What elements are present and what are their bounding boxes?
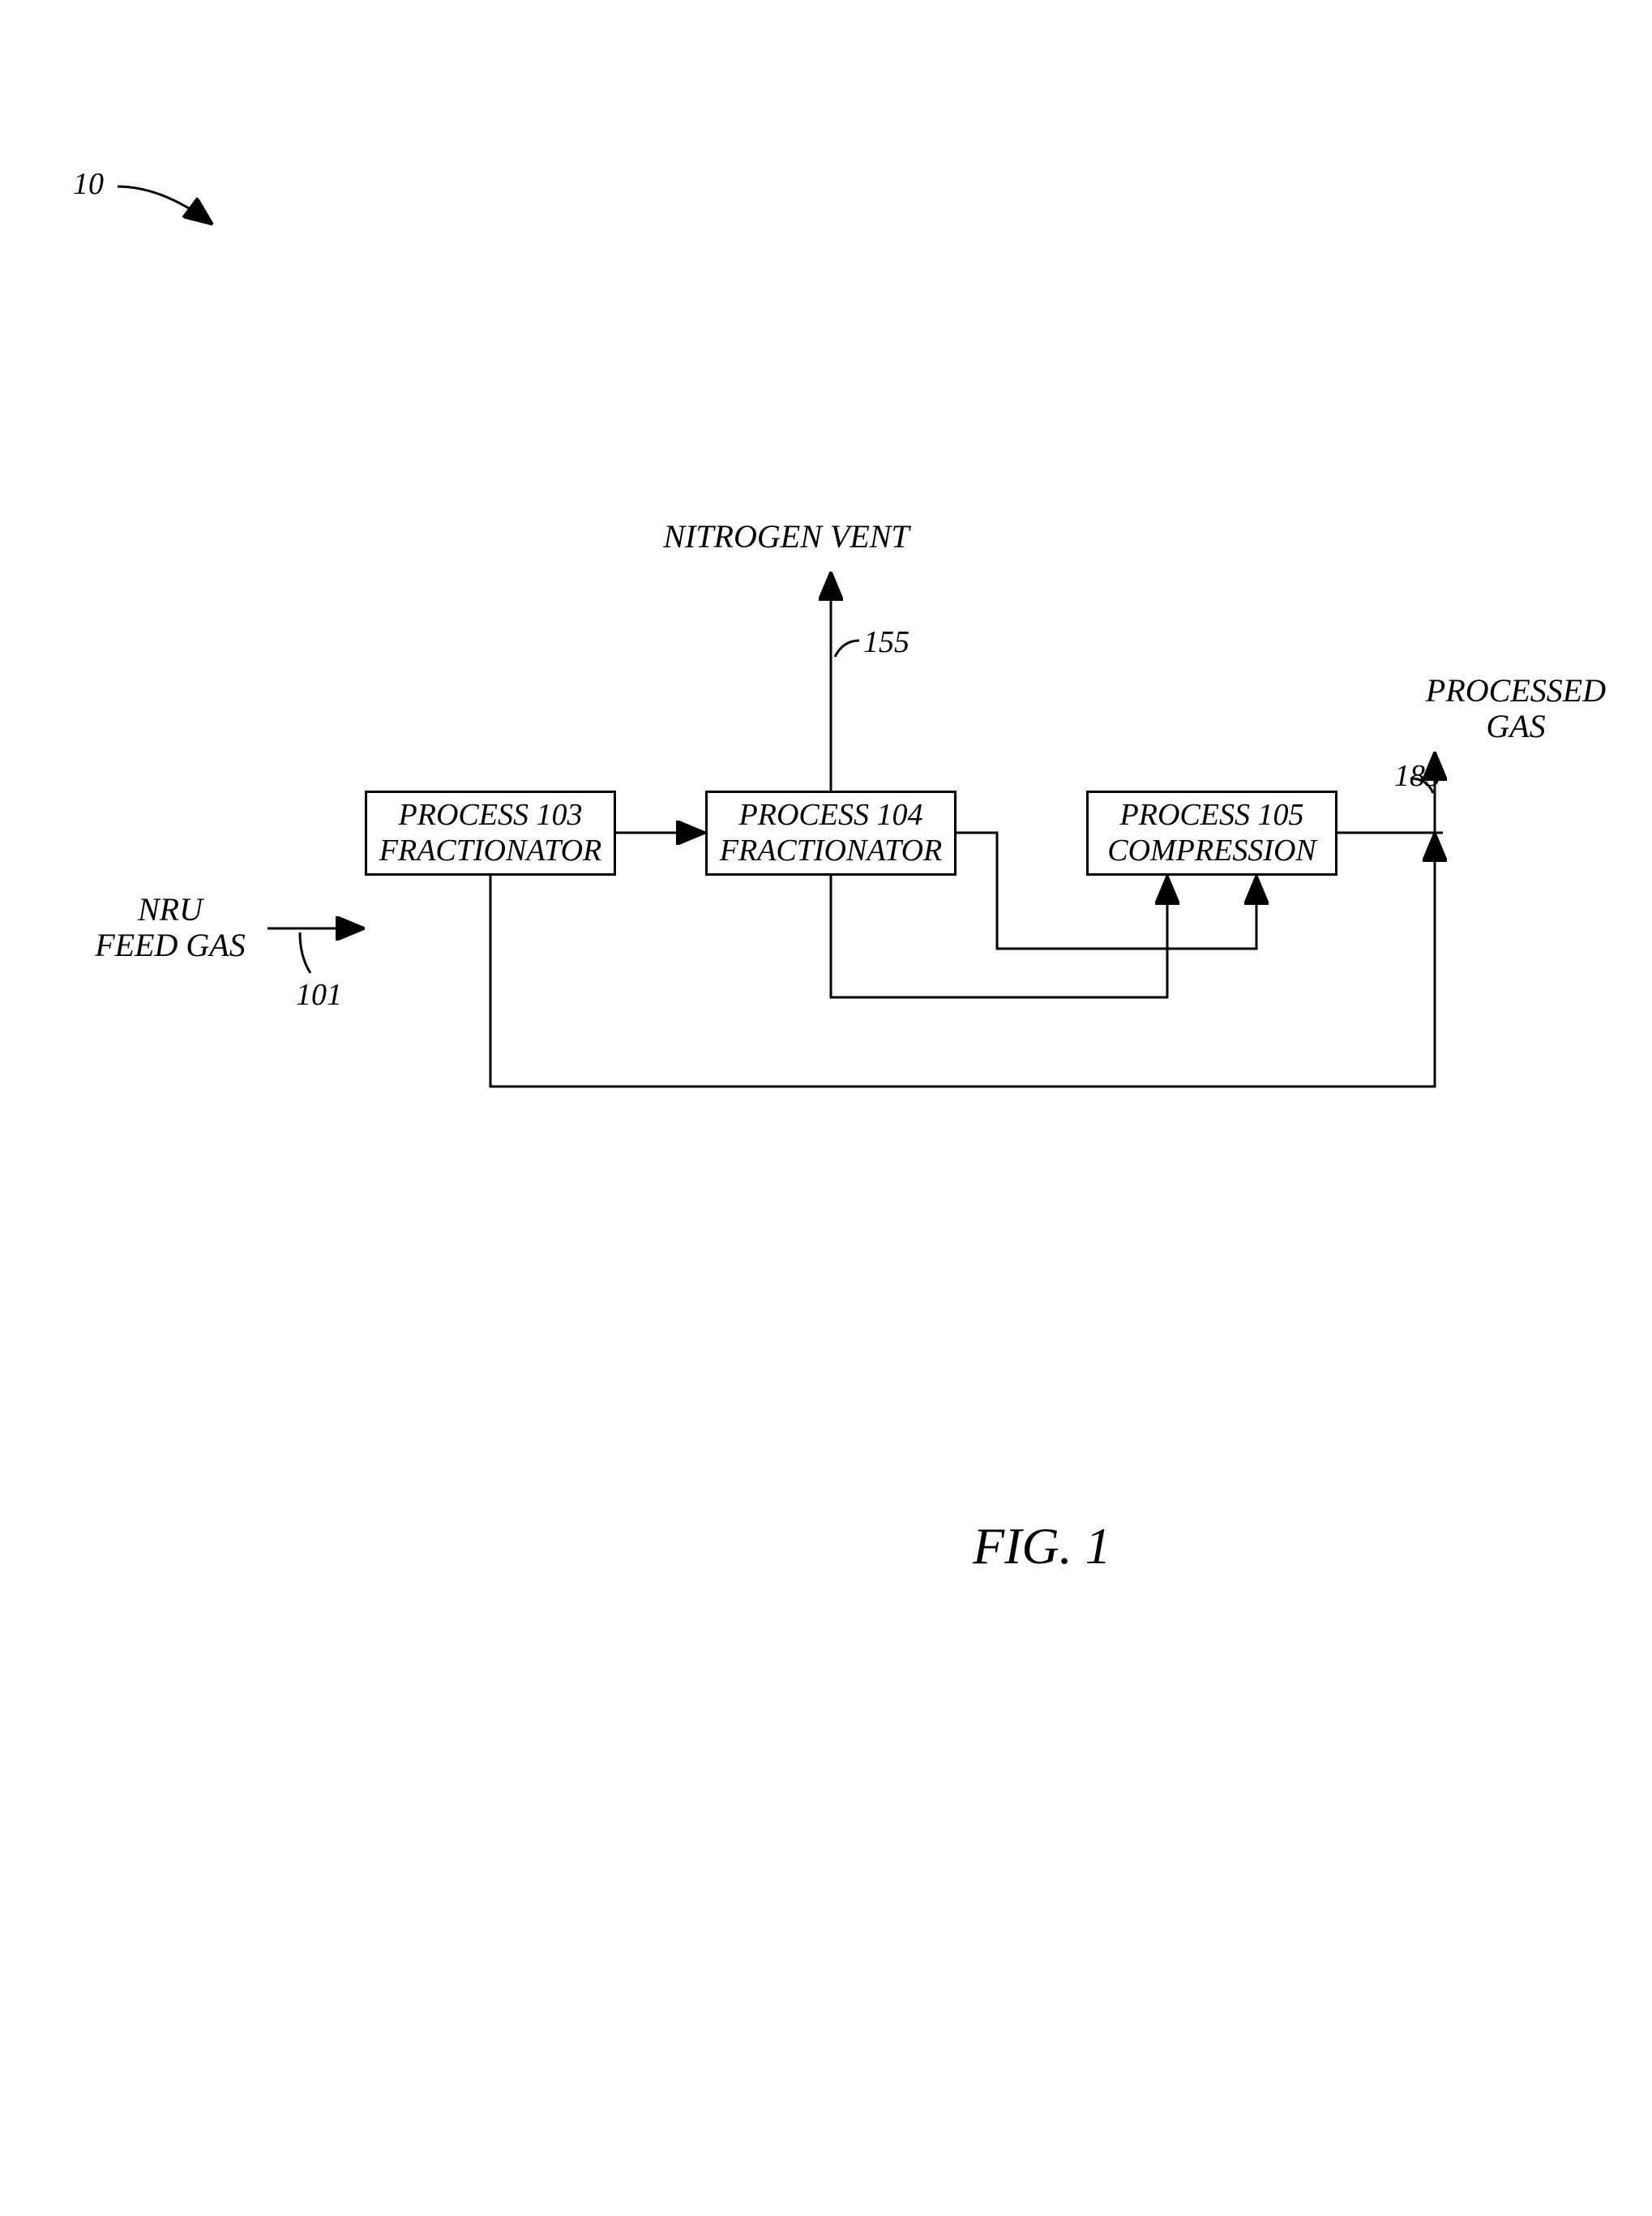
- process-103-block: PROCESS 103 FRACTIONATOR: [365, 791, 616, 876]
- output-label-line1: PROCESSED: [1410, 673, 1621, 709]
- process-104-line1: PROCESS 104: [739, 798, 923, 834]
- input-label-line2: FEED GAS: [73, 928, 267, 963]
- output-label: PROCESSED GAS: [1410, 673, 1621, 744]
- process-104-line2: FRACTIONATOR: [720, 834, 942, 869]
- diagram-connectors: [0, 0, 1652, 2216]
- process-105-line2: COMPRESSION: [1107, 834, 1316, 869]
- input-stream-number: 101: [296, 977, 342, 1013]
- ref-number-10: 10: [73, 166, 104, 202]
- vent-stream-number: 155: [863, 624, 909, 660]
- input-label: NRU FEED GAS: [73, 892, 267, 963]
- process-105-block: PROCESS 105 COMPRESSION: [1086, 791, 1337, 876]
- input-label-line1: NRU: [73, 892, 267, 928]
- figure-caption: FIG. 1: [973, 1516, 1111, 1576]
- output-label-line2: GAS: [1410, 709, 1621, 744]
- process-105-line1: PROCESS 105: [1120, 798, 1304, 834]
- process-104-block: PROCESS 104 FRACTIONATOR: [705, 791, 957, 876]
- nitrogen-vent-label: NITROGEN VENT: [624, 519, 948, 555]
- output-stream-number: 185: [1394, 758, 1440, 794]
- process-103-line1: PROCESS 103: [399, 798, 583, 834]
- process-103-line2: FRACTIONATOR: [379, 834, 601, 869]
